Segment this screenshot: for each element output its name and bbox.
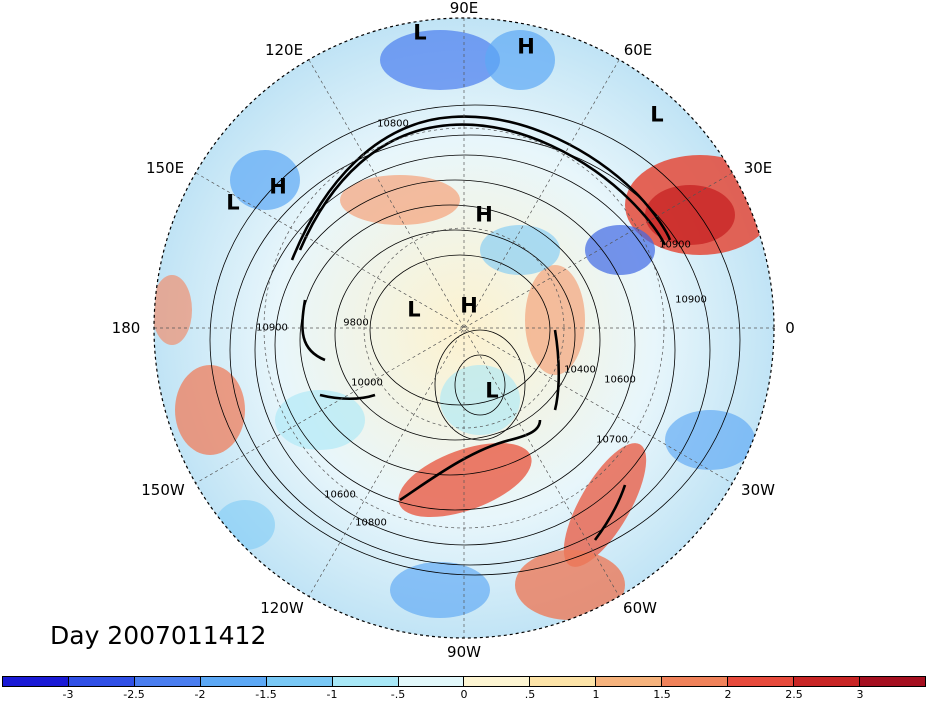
contour-value-label: 10700 xyxy=(596,434,628,446)
colorbar-tick-label: -2.5 xyxy=(123,688,145,701)
colorbar-tick-label: -1.5 xyxy=(255,688,277,701)
colorbar-tick-label: -1 xyxy=(326,688,338,701)
colorbar-tick-label: 2 xyxy=(724,688,732,701)
colorbar-swatch xyxy=(464,677,531,686)
high-pressure-marker: H xyxy=(269,174,287,199)
longitude-label: 150W xyxy=(141,481,185,499)
colorbar-swatch xyxy=(398,677,465,686)
low-pressure-marker: L xyxy=(407,297,421,322)
longitude-label: 60W xyxy=(623,599,657,617)
colorbar-tick-label: .5 xyxy=(524,688,536,701)
colorbar-swatch xyxy=(859,677,925,686)
colorbar-swatch xyxy=(728,677,795,686)
colorbar-swatch xyxy=(596,677,663,686)
colorbar-swatch xyxy=(662,677,729,686)
longitude-label: 120W xyxy=(260,599,304,617)
low-pressure-marker: L xyxy=(226,190,240,215)
low-pressure-marker: L xyxy=(485,378,499,403)
colorbar-tick-label: -.5 xyxy=(390,688,406,701)
longitude-label: 60E xyxy=(623,41,653,59)
colorbar-tick-label: 1 xyxy=(592,688,600,701)
contour-value-label: 10900 xyxy=(256,322,288,334)
contour-value-label: 9800 xyxy=(343,317,369,329)
colorbar-swatch xyxy=(3,677,69,686)
high-pressure-marker: H xyxy=(460,293,478,318)
contour-value-label: 10900 xyxy=(675,294,707,306)
colorbar-tick-label: 0 xyxy=(460,688,468,701)
longitude-label: 150E xyxy=(145,159,185,177)
colorbar-tick-label: -2 xyxy=(194,688,206,701)
date-title: Day 2007011412 xyxy=(50,621,267,650)
longitude-label: 90E xyxy=(449,0,479,17)
longitude-label: 90W xyxy=(447,643,481,661)
colorbar-swatch xyxy=(200,677,267,686)
low-pressure-marker: L xyxy=(650,102,664,127)
contour-value-label: 10900 xyxy=(659,239,691,251)
longitude-label: 0 xyxy=(785,319,795,337)
longitude-label: 30E xyxy=(743,159,773,177)
contour-value-label: 10000 xyxy=(351,377,383,389)
colorbar-tick-label: -3 xyxy=(62,688,74,701)
jet-contours xyxy=(290,115,672,541)
colorbar-swatch xyxy=(530,677,597,686)
colorbar-tick-label: 2.5 xyxy=(785,688,803,701)
colorbar-tick-label: 3 xyxy=(856,688,864,701)
low-pressure-marker: L xyxy=(413,20,427,45)
high-pressure-marker: H xyxy=(475,202,493,227)
high-pressure-marker: H xyxy=(517,34,535,59)
contour-value-label: 10600 xyxy=(604,374,636,386)
contour-value-label: 10800 xyxy=(355,517,387,529)
colorbar-swatch xyxy=(794,677,860,686)
colorbar-tick-label: 1.5 xyxy=(653,688,671,701)
colorbar xyxy=(2,676,926,687)
height-contours xyxy=(209,104,741,576)
colorbar-swatch xyxy=(332,677,399,686)
longitude-label: 120E xyxy=(264,41,304,59)
colorbar-swatch xyxy=(134,677,201,686)
colorbar-swatch xyxy=(266,677,333,686)
contour-value-label: 10400 xyxy=(564,364,596,376)
longitude-label: 30W xyxy=(741,481,775,499)
colorbar-swatch xyxy=(68,677,135,686)
longitude-label: 180 xyxy=(111,319,141,337)
anomaly-field xyxy=(154,18,774,638)
contour-value-label: 10600 xyxy=(324,489,356,501)
contour-value-label: 10800 xyxy=(377,118,409,130)
graticule xyxy=(154,18,774,638)
